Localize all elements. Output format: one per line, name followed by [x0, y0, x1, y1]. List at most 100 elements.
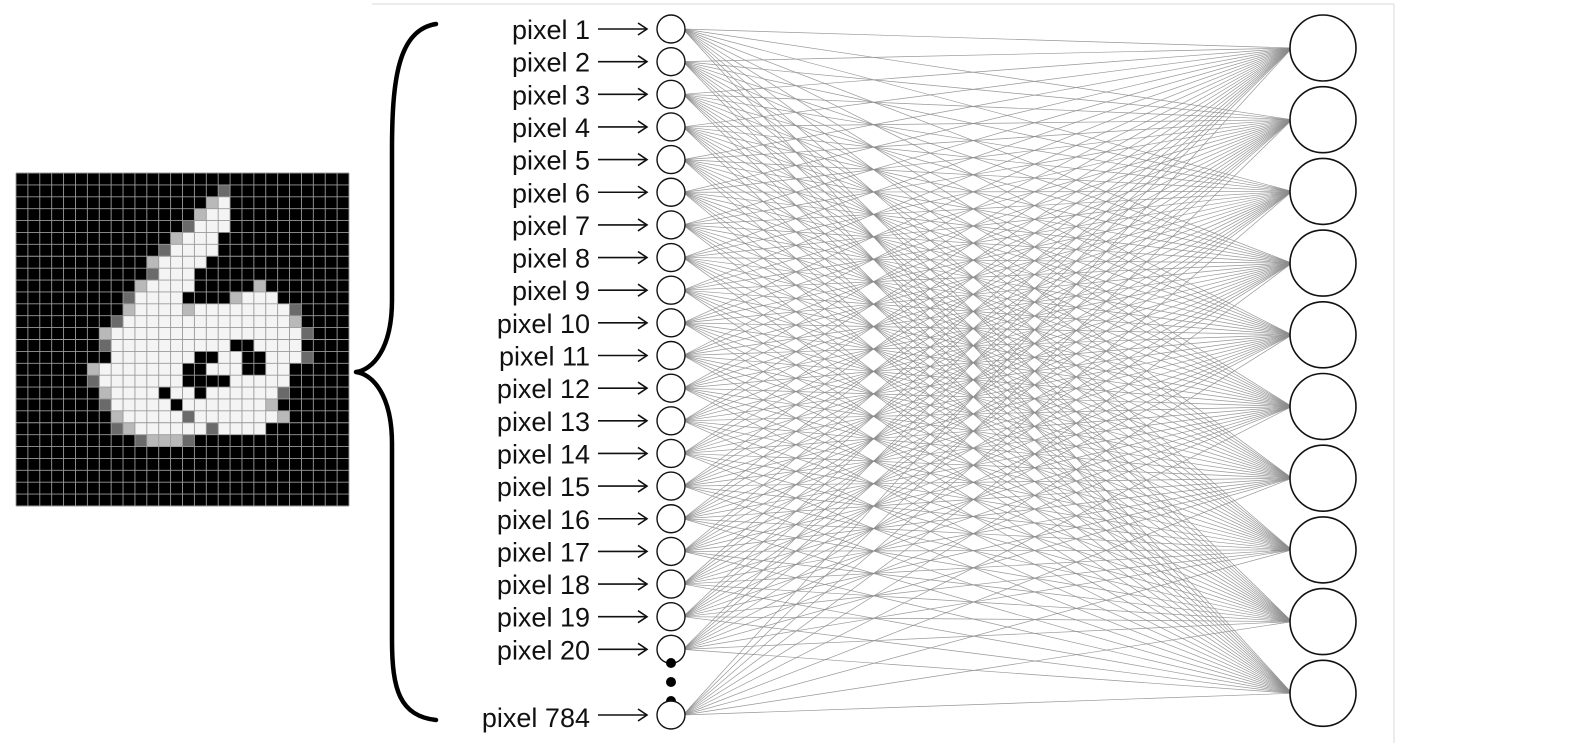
- digit-pixel: [206, 327, 219, 340]
- digit-pixel: [111, 422, 124, 435]
- digit-pixel: [277, 387, 290, 399]
- digit-pixel: [277, 410, 290, 423]
- connection-edge: [682, 119, 1293, 585]
- digit-pixel: [158, 268, 171, 281]
- connection-edge: [682, 406, 1293, 454]
- connection-edge: [682, 477, 1293, 585]
- digit-pixel: [182, 410, 195, 423]
- digit-pixel: [111, 327, 124, 340]
- output-node: [1289, 85, 1357, 154]
- digit-pixel: [123, 410, 135, 423]
- digit-pixel: [134, 410, 147, 423]
- digit-pixel: [182, 422, 195, 435]
- connection-edge: [682, 477, 1293, 618]
- digit-pixel: [123, 291, 135, 304]
- connection-edge: [682, 262, 1293, 716]
- digit-pixel: [265, 303, 278, 316]
- digit-pixel: [123, 351, 135, 364]
- digit-pixel: [170, 375, 183, 388]
- input-node: [656, 210, 686, 240]
- input-label: pixel 1: [512, 15, 590, 45]
- input-node: [656, 471, 686, 501]
- input-node-last: [656, 700, 686, 730]
- input-label: pixel 2: [512, 48, 590, 78]
- connection-edge: [682, 262, 1293, 552]
- digit-pixel: [146, 422, 159, 435]
- digit-pixel: [134, 339, 147, 352]
- connection-edge: [682, 334, 1293, 520]
- digit-pixel: [99, 327, 112, 340]
- digit-pixel: [241, 398, 254, 411]
- input-label: pixel 9: [512, 276, 590, 306]
- connection-edge: [682, 485, 1293, 551]
- connection-edge: [682, 420, 1293, 479]
- connection-edge: [682, 621, 1293, 716]
- connection-edge: [682, 191, 1293, 324]
- arrow-head: [637, 577, 649, 591]
- connection-edge: [682, 47, 1293, 193]
- digit-pixel: [99, 387, 112, 399]
- digit-pixel: [218, 184, 231, 197]
- digit-pixel: [182, 398, 195, 411]
- digit-pixel: [182, 351, 195, 364]
- digit-pixel: [134, 280, 147, 292]
- arrow-head: [637, 708, 649, 722]
- digit-pixel: [241, 291, 254, 304]
- digit-pixel: [206, 398, 219, 411]
- connection-edge: [682, 47, 1293, 617]
- digit-pixel: [265, 387, 278, 399]
- input-row-last: pixel 784: [482, 700, 686, 733]
- digit-pixel: [123, 375, 135, 388]
- connection-edge: [682, 406, 1293, 585]
- connection-edge: [682, 262, 1293, 618]
- arrow-head: [637, 87, 649, 101]
- connection-edge: [682, 420, 1293, 622]
- connection-edge: [682, 334, 1293, 618]
- digit-pixel: [265, 327, 278, 340]
- digit-pixel: [277, 327, 290, 340]
- digit-pixel: [123, 303, 135, 316]
- connection-edge: [682, 262, 1293, 422]
- digit-pixel: [99, 363, 112, 376]
- output-node: [1289, 372, 1357, 441]
- arrow-head: [637, 512, 649, 526]
- digit-pixel: [170, 303, 183, 316]
- connection-edge: [682, 119, 1293, 454]
- digit-pixel: [230, 363, 242, 376]
- output-node: [1289, 14, 1357, 82]
- connection-edge: [682, 518, 1293, 551]
- connection-edge: [682, 453, 1293, 694]
- connection-edge: [682, 549, 1293, 585]
- digit-pixel: [134, 434, 147, 447]
- digit-pixel: [289, 351, 302, 364]
- digit-pixel: [289, 339, 302, 352]
- input-node: [656, 308, 686, 338]
- connection-edge: [682, 47, 1293, 454]
- digit-pixel: [87, 363, 100, 376]
- digit-pixel: [206, 303, 219, 316]
- connection-edge: [682, 387, 1293, 551]
- digit-pixel: [87, 375, 100, 388]
- digit-pixel: [182, 327, 195, 340]
- input-row: pixel 2: [512, 46, 686, 78]
- digit-pixel: [253, 339, 266, 352]
- input-row: pixel 14: [497, 438, 686, 469]
- digit-pixel: [206, 363, 219, 376]
- digit-pixel: [170, 291, 183, 304]
- connection-edge: [682, 406, 1293, 716]
- connection-edge: [682, 518, 1293, 622]
- digit-pixel: [194, 410, 207, 423]
- digit-pixel: [218, 196, 231, 209]
- digit-pixel: [218, 315, 231, 328]
- input-node: [656, 340, 686, 371]
- digit-pixel: [134, 315, 147, 328]
- connection-edge: [682, 387, 1293, 694]
- connection-edge: [682, 191, 1293, 389]
- digit-pixel: [158, 280, 171, 292]
- input-label: pixel 3: [512, 80, 590, 110]
- digit-pixel: [170, 387, 183, 399]
- digit-pixel: [289, 303, 302, 316]
- digit-pixel: [134, 327, 147, 340]
- digit-pixel: [253, 315, 266, 328]
- connection-edge: [682, 47, 1293, 422]
